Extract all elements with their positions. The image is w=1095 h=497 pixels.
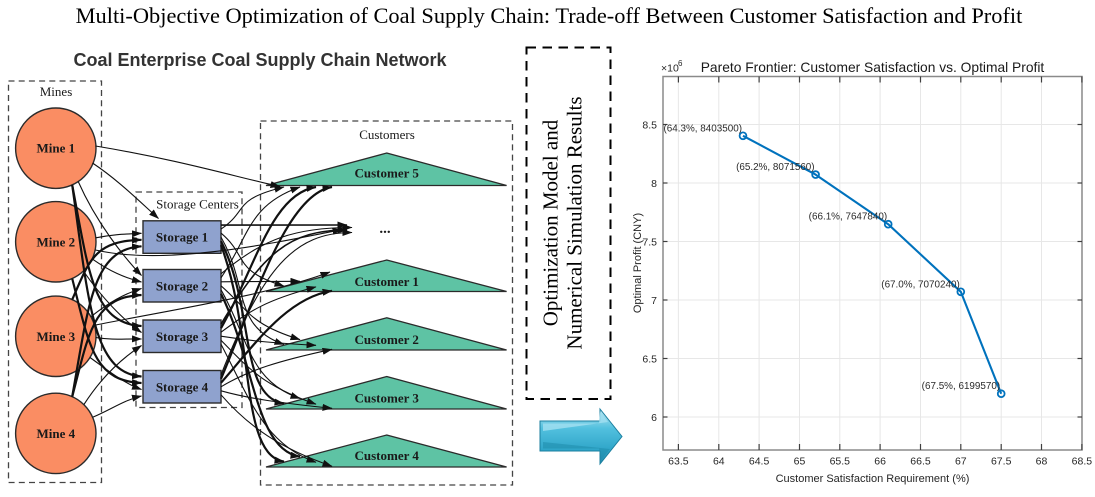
svg-text:Customer 2: Customer 2 <box>355 332 419 347</box>
svg-text:68: 68 <box>1036 456 1048 468</box>
svg-text:68.5: 68.5 <box>1072 456 1093 468</box>
svg-text:Coal Enterprise Coal Supply Ch: Coal Enterprise Coal Supply Chain Networ… <box>73 50 447 70</box>
svg-text:(67.0%, 7070240): (67.0%, 7070240) <box>881 279 960 290</box>
svg-text:64: 64 <box>713 456 725 468</box>
svg-text:65.5: 65.5 <box>830 456 851 468</box>
svg-text:...: ... <box>379 221 391 237</box>
svg-text:Customer Satisfaction Requirem: Customer Satisfaction Requirement (%) <box>776 473 970 485</box>
svg-text:66.5: 66.5 <box>910 456 931 468</box>
svg-text:Customer 3: Customer 3 <box>355 391 420 406</box>
svg-text:(65.2%, 8071560): (65.2%, 8071560) <box>736 162 815 173</box>
svg-text:(64.3%, 8403500): (64.3%, 8403500) <box>663 123 742 134</box>
svg-text:Storage 2: Storage 2 <box>156 278 208 293</box>
svg-text:(66.1%, 7647840): (66.1%, 7647840) <box>809 212 888 223</box>
svg-text:Pareto Frontier: Customer Sati: Pareto Frontier: Customer Satisfaction v… <box>701 60 1045 75</box>
svg-text:Storage Centers: Storage Centers <box>156 197 239 212</box>
svg-text:Mine 3: Mine 3 <box>36 329 75 344</box>
svg-text:8: 8 <box>651 178 657 190</box>
svg-text:8.5: 8.5 <box>642 119 657 131</box>
svg-text:Optimization Model and: Optimization Model and <box>539 119 563 326</box>
svg-text:Mine 4: Mine 4 <box>36 426 75 441</box>
svg-text:Multi-Objective Optimization o: Multi-Objective Optimization of Coal Sup… <box>76 3 1023 28</box>
svg-text:67: 67 <box>955 456 967 468</box>
svg-text:66: 66 <box>874 456 886 468</box>
svg-text:67.5: 67.5 <box>991 456 1012 468</box>
svg-text:Mine 2: Mine 2 <box>36 234 75 249</box>
svg-text:Storage 3: Storage 3 <box>156 329 209 344</box>
svg-text:Storage 1: Storage 1 <box>156 230 208 245</box>
svg-text:Mines: Mines <box>40 84 73 99</box>
svg-text:Optimal Profit (CNY): Optimal Profit (CNY) <box>632 213 644 313</box>
svg-text:×10: ×10 <box>661 63 679 75</box>
svg-text:6: 6 <box>678 59 683 68</box>
svg-text:65: 65 <box>794 456 806 468</box>
svg-text:Customer 5: Customer 5 <box>355 166 420 181</box>
svg-text:(67.5%, 6199570): (67.5%, 6199570) <box>922 381 1001 392</box>
svg-text:Mine 1: Mine 1 <box>36 141 75 156</box>
svg-text:64.5: 64.5 <box>749 456 770 468</box>
svg-text:7: 7 <box>651 295 657 307</box>
svg-text:Customers: Customers <box>359 127 415 142</box>
svg-text:Customer 1: Customer 1 <box>355 274 419 289</box>
svg-text:Numerical Simulation Results: Numerical Simulation Results <box>563 96 587 349</box>
svg-text:63.5: 63.5 <box>668 456 689 468</box>
svg-text:7.5: 7.5 <box>642 236 657 248</box>
svg-text:6.5: 6.5 <box>642 353 657 365</box>
svg-text:Customer 4: Customer 4 <box>355 448 420 463</box>
svg-text:Storage 4: Storage 4 <box>156 379 209 394</box>
svg-text:6: 6 <box>651 412 657 424</box>
